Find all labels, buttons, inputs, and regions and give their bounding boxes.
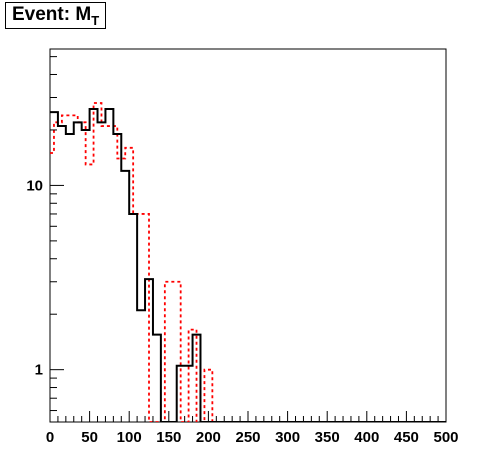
- histogram-series-red-dashed: [50, 102, 446, 422]
- histogram-series-black-solid: [50, 107, 446, 422]
- x-tick-label: 150: [156, 429, 181, 446]
- title-main: Event: M: [12, 3, 92, 25]
- plot-frame: [49, 48, 447, 423]
- chart-title-text: Event: MT: [12, 4, 99, 28]
- x-tick-label: 350: [315, 429, 340, 446]
- x-tick-label: 300: [275, 429, 300, 446]
- x-tick-label: 450: [394, 429, 419, 446]
- x-tick-label: 50: [81, 429, 98, 446]
- x-tick-label: 250: [235, 429, 260, 446]
- y-tick-label: 1: [35, 362, 43, 379]
- x-tick-label: 100: [117, 429, 142, 446]
- chart-title: Event: MT: [5, 2, 107, 29]
- y-tick-label: 10: [26, 177, 43, 194]
- x-tick-label: 500: [433, 429, 458, 446]
- x-tick-label: 200: [196, 429, 221, 446]
- title-subscript: T: [91, 12, 100, 28]
- x-tick-label: 0: [46, 429, 54, 446]
- x-tick-label: 400: [354, 429, 379, 446]
